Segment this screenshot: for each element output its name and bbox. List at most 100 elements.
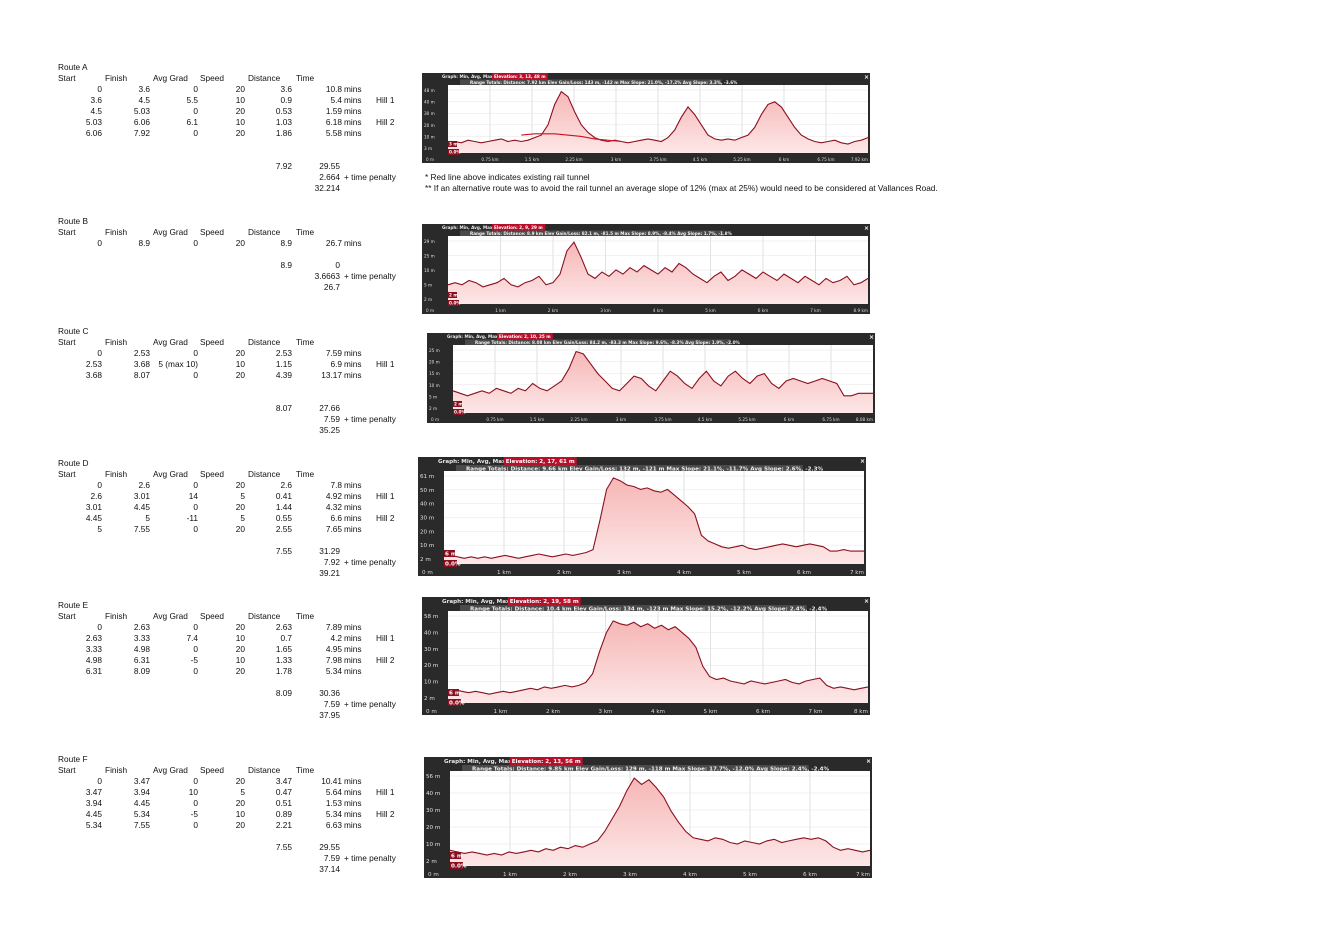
cell-speed: 20 xyxy=(235,524,245,534)
cell-speed: 20 xyxy=(235,128,245,138)
y-tick-label: 40 m xyxy=(424,630,438,636)
x-tick-label: 1 km xyxy=(495,308,506,313)
cell-start: 0 xyxy=(97,84,102,94)
x-tick-label: 7.92 km xyxy=(851,157,868,162)
cell-finish: 3.68 xyxy=(133,359,150,369)
min-elevation-text: 6 m xyxy=(445,552,457,558)
x-tick-label: 8.08 km xyxy=(856,417,873,422)
time-penalty: 2.664 xyxy=(319,172,340,182)
cell-unit: mins xyxy=(344,359,362,369)
cell-grad: 10 xyxy=(188,787,198,797)
cell-start: 0 xyxy=(97,776,102,786)
cell-dist: 1.15 xyxy=(275,359,292,369)
y-tick-label: 20 m xyxy=(424,663,438,669)
cell-time: 10.41 xyxy=(321,776,342,786)
column-header: Start xyxy=(58,469,76,479)
percent-badge-text: 0.0% xyxy=(449,150,461,155)
close-icon: × xyxy=(864,598,869,605)
x-tick-label: 0 m xyxy=(426,157,434,162)
total-distance: 8.9 xyxy=(280,260,292,270)
cell-dist: 0.53 xyxy=(275,106,292,116)
graph-title: Graph: Min, Avg, Max xyxy=(438,459,506,465)
cell-speed: 20 xyxy=(235,776,245,786)
cell-unit: mins xyxy=(344,644,362,654)
x-tick-label: 1.5 km xyxy=(525,157,540,162)
x-tick-label: 4 km xyxy=(651,709,665,715)
close-icon: × xyxy=(864,74,869,81)
x-tick-label: 3 km xyxy=(616,417,627,422)
cell-speed: 20 xyxy=(235,644,245,654)
total-time: 29.55 xyxy=(319,842,340,852)
elevation-badge-text: Elevation: 2, 9, 29 m xyxy=(494,225,543,230)
cell-grad: 14 xyxy=(188,491,198,501)
y-tick-label: 10 m xyxy=(429,383,440,388)
cell-time: 7.65 xyxy=(325,524,342,534)
x-tick-label: 2 km xyxy=(546,709,560,715)
time-penalty-label: + time penalty xyxy=(344,271,396,281)
y-tick-label: 15 m xyxy=(429,371,440,376)
x-tick-label: 4 km xyxy=(683,872,697,878)
cell-speed: 20 xyxy=(235,622,245,632)
elevation-badge xyxy=(503,457,577,465)
cell-time: 5.34 xyxy=(325,666,342,676)
cell-finish: 3.01 xyxy=(133,491,150,501)
cell-grad: 6.1 xyxy=(186,117,198,127)
cell-finish: 3.47 xyxy=(133,776,150,786)
x-tick-label: 6 km xyxy=(797,570,811,576)
column-header: Speed xyxy=(200,611,224,621)
range-totals: Range Totals: Distance: 8.9 km Elev Gain… xyxy=(470,231,733,236)
column-header: Start xyxy=(58,73,76,83)
column-header: Avg Grad xyxy=(153,611,188,621)
cell-grad: -5 xyxy=(190,809,198,819)
elevation-area xyxy=(450,778,870,866)
cell-unit: mins xyxy=(344,348,362,358)
range-totals-bar xyxy=(465,339,731,345)
column-header: Finish xyxy=(105,227,128,237)
elevation-profile-b: Graph: Min, Avg, Max Elevation: 2, 9, 29 … xyxy=(422,224,870,314)
x-tick-label: 3 km xyxy=(623,872,637,878)
cell-start: 0 xyxy=(97,238,102,248)
range-totals-bar xyxy=(460,79,722,85)
cell-start: 3.94 xyxy=(85,798,102,808)
x-tick-label: 5.25 km xyxy=(738,417,755,422)
column-header: Time xyxy=(296,227,315,237)
grand-total: 37.14 xyxy=(319,864,340,874)
cell-time: 13.17 xyxy=(321,370,342,380)
y-tick-label: 50 m xyxy=(420,488,434,494)
cell-start: 4.45 xyxy=(85,809,102,819)
total-time: 29.55 xyxy=(319,161,340,171)
x-tick-label: 4 km xyxy=(653,308,664,313)
elevation-profile-e: Graph: Min, Avg, Max Elevation: 2, 19, 58… xyxy=(422,597,870,715)
grand-total: 37.95 xyxy=(319,710,340,720)
x-tick-label: 4.5 km xyxy=(698,417,713,422)
x-tick-label: 0 m xyxy=(426,709,437,715)
total-time: 0 xyxy=(335,260,340,270)
column-header: Finish xyxy=(105,765,128,775)
cell-finish: 7.55 xyxy=(133,820,150,830)
x-tick-label: 0 m xyxy=(431,417,439,422)
cell-time: 6.9 xyxy=(330,359,342,369)
close-icon: × xyxy=(860,458,865,465)
cell-speed: 5 xyxy=(240,787,245,797)
graph-title: Graph: Min, Avg, Max xyxy=(447,334,498,339)
cell-time: 1.59 xyxy=(325,106,342,116)
x-tick-label: 5 km xyxy=(703,709,717,715)
footnote: * Red line above indicates existing rail… xyxy=(425,172,590,182)
cell-grad: 0 xyxy=(193,776,198,786)
min-elevation-badge xyxy=(453,401,462,407)
column-header: Distance xyxy=(248,611,281,621)
column-header: Time xyxy=(296,765,315,775)
column-header: Start xyxy=(58,765,76,775)
total-distance: 7.92 xyxy=(275,161,292,171)
elevation-area xyxy=(448,242,868,304)
y-tick-label: 10 m xyxy=(424,134,435,139)
y-tick-label: 10 m xyxy=(424,268,435,273)
cell-unit: mins xyxy=(344,128,362,138)
graph-title: Graph: Min, Avg, Max xyxy=(444,759,512,765)
cell-grad: 0 xyxy=(193,798,198,808)
total-distance: 8.09 xyxy=(275,688,292,698)
cell-unit: mins xyxy=(344,95,362,105)
cell-start: 4.45 xyxy=(85,513,102,523)
x-tick-label: 2 km xyxy=(548,308,559,313)
percent-badge xyxy=(444,560,457,567)
